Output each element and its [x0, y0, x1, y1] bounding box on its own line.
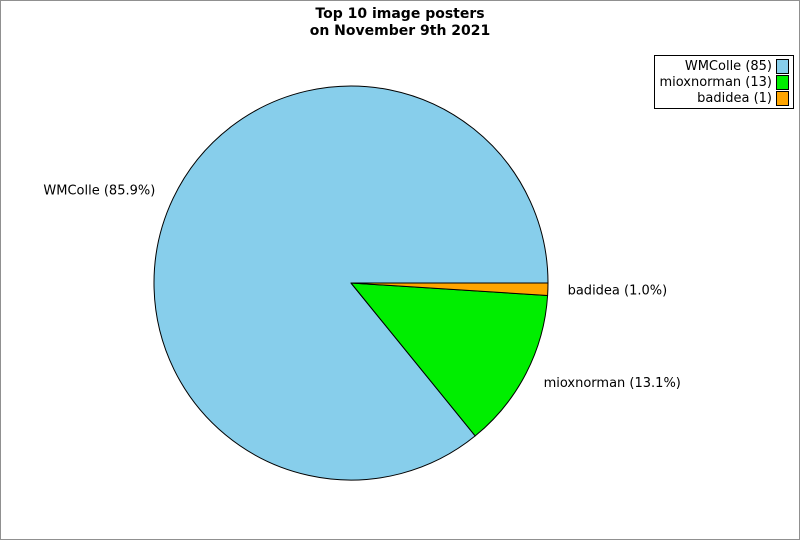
slice-label-badidea: badidea (1.0%): [568, 283, 668, 298]
pie-slice-mioxnorman: [350, 282, 549, 437]
slice-label-mioxnorman: mioxnorman (13.1%): [544, 376, 681, 391]
legend-color-swatch: [776, 74, 789, 90]
chart-title: Top 10 image posters on November 9th 202…: [1, 6, 799, 40]
legend-item-badidea: badidea (1): [659, 90, 789, 106]
legend-label: badidea (1): [697, 90, 772, 106]
chart-title-line2: on November 9th 2021: [309, 23, 491, 39]
legend: WMColle (85) mioxnorman (13) badidea (1): [654, 55, 794, 109]
legend-label: WMColle (85): [684, 58, 772, 74]
chart-title-line1: Top 10 image posters: [315, 6, 485, 22]
legend-item-mioxnorman: mioxnorman (13): [659, 74, 789, 90]
legend-color-swatch: [776, 90, 789, 106]
pie-slice-badidea: [350, 282, 549, 296]
slice-label-WMColle: WMColle (85.9%): [43, 183, 155, 198]
legend-item-WMColle: WMColle (85): [659, 58, 789, 74]
legend-label: mioxnorman (13): [659, 74, 772, 90]
legend-color-swatch: [776, 58, 789, 74]
